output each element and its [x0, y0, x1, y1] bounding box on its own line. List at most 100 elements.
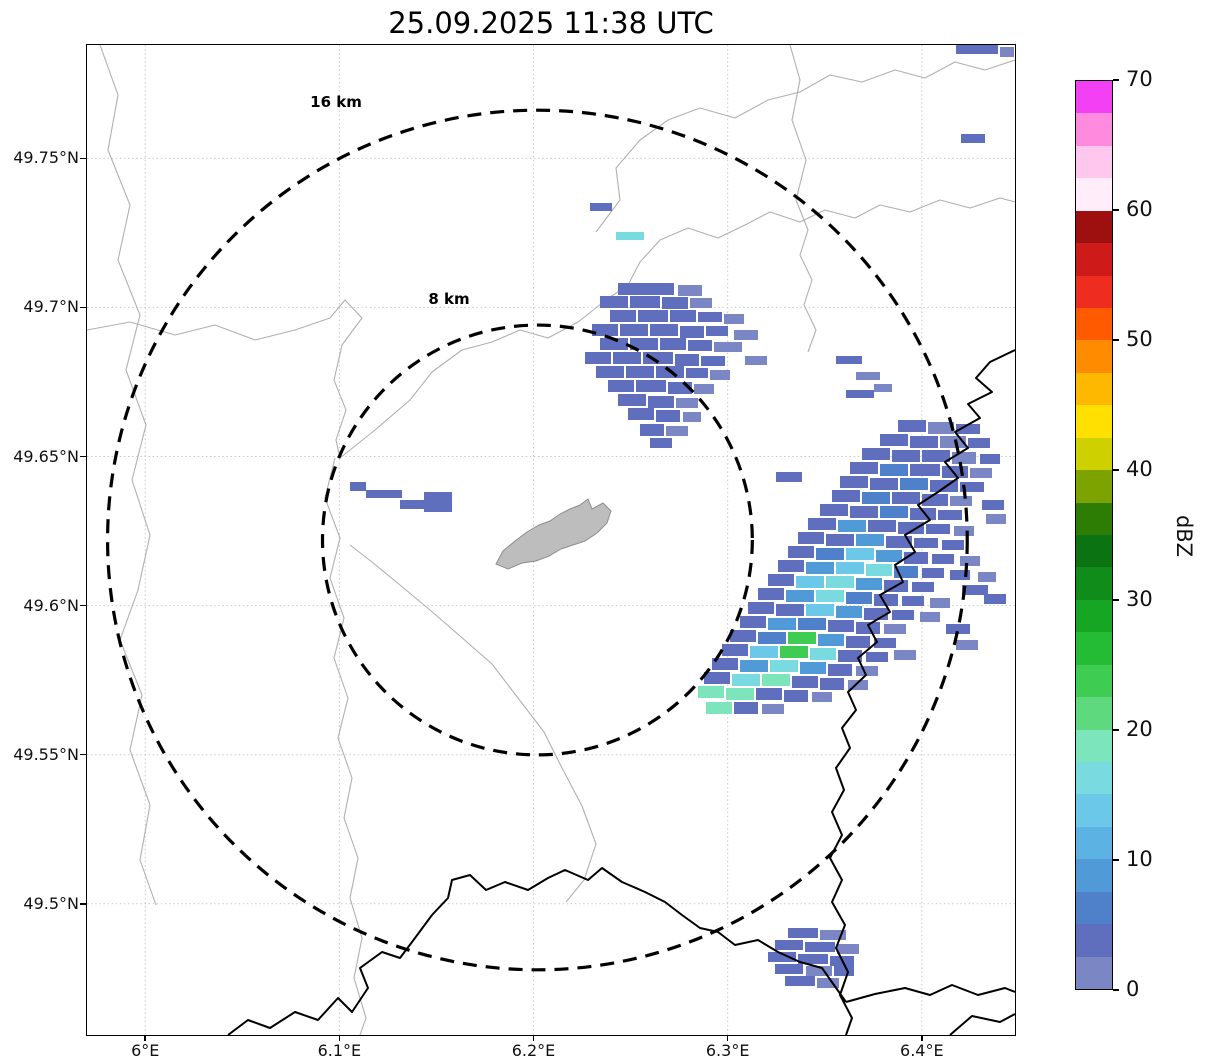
y-tick-mark: [80, 604, 86, 607]
radar-echo-cell: [880, 464, 908, 476]
y-tick-mark: [80, 306, 86, 309]
radar-echo-cell: [740, 616, 766, 628]
radar-echo-cell: [806, 604, 834, 616]
colorbar-tick-label: 0: [1126, 977, 1140, 1001]
radar-echo-cell: [846, 548, 874, 560]
radar-echo-cell: [688, 340, 712, 351]
radar-echo-cell: [788, 546, 814, 558]
colorbar-segment: [1076, 145, 1112, 179]
colorbar-tick-mark: [1113, 469, 1119, 471]
colorbar-tick-mark: [1113, 729, 1119, 731]
radar-echo-cell: [768, 574, 794, 586]
colorbar-segment: [1076, 761, 1112, 795]
radar-echo-cell: [678, 285, 702, 296]
x-tick-mark: [532, 1035, 535, 1041]
colorbar-segment: [1076, 696, 1112, 730]
radar-echo-cell: [714, 342, 742, 352]
radar-echo-cell: [792, 676, 818, 688]
radar-echo-cell: [734, 702, 758, 714]
x-tick-label: 6.4°E: [900, 1041, 944, 1060]
radar-echo-cell: [775, 964, 803, 974]
radar-echo-cell: [984, 594, 1006, 604]
radar-echo-cell: [914, 538, 938, 548]
radar-echo-cell: [900, 478, 928, 490]
radar-echo-cell: [745, 356, 767, 365]
radar-echo-cell: [768, 952, 796, 962]
colorbar-segment: [1076, 177, 1112, 211]
colorbar-segment: [1076, 307, 1112, 341]
colorbar-segment: [1076, 534, 1112, 568]
urban-area-shape: [495, 498, 612, 570]
radar-echo-cell: [846, 390, 874, 398]
radar-echo-cell: [698, 686, 724, 698]
radar-echo-cell: [675, 354, 699, 366]
country-border-line: [949, 1013, 1015, 1035]
radar-echo-cell: [400, 500, 426, 509]
colorbar-segment: [1076, 437, 1112, 471]
radar-echo-cell: [980, 454, 1000, 464]
colorbar-segment: [1076, 956, 1112, 989]
radar-echo-cell: [874, 384, 892, 392]
radar-echo-cell: [942, 466, 968, 478]
admin-boundary-line: [349, 544, 597, 903]
radar-echo-cell: [838, 520, 866, 532]
colorbar-segment: [1076, 372, 1112, 406]
radar-echo-cell: [920, 612, 940, 622]
radar-echo-cell: [618, 394, 646, 406]
radar-echo-cell: [982, 500, 1004, 510]
radar-echo-cell: [726, 688, 754, 700]
radar-echo-cell: [954, 526, 974, 536]
radar-echo-cell: [775, 940, 803, 950]
radar-echo-cell: [596, 366, 624, 378]
radar-echo-cell: [785, 976, 815, 986]
radar-echo-cell: [628, 408, 654, 420]
radar-echo-cell: [866, 652, 888, 662]
radar-echo-cell: [926, 524, 950, 534]
colorbar-segment: [1076, 631, 1112, 665]
radar-echo-cell: [970, 468, 992, 478]
radar-echo-cell: [630, 296, 660, 308]
radar-echo-cell: [730, 630, 756, 642]
radar-echo-cell: [862, 492, 890, 504]
radar-echo-cell: [610, 310, 636, 322]
radar-echo-cell: [820, 678, 844, 690]
radar-echo-cell: [712, 658, 738, 670]
radar-echo-cell: [912, 582, 934, 592]
x-tick-label: 6.3°E: [705, 1041, 750, 1060]
colorbar-tick-label: 50: [1126, 327, 1153, 351]
range-ring-8km: [320, 323, 754, 757]
y-tick-label: 49.65°N: [13, 446, 79, 466]
colorbar-segment: [1076, 80, 1112, 114]
radar-echo-cell: [968, 438, 990, 448]
radar-echo-cell: [788, 632, 816, 644]
radar-echo-cell: [834, 966, 854, 976]
radar-echo-cell: [910, 436, 938, 448]
radar-echo-cell: [798, 618, 826, 630]
radar-echo-cell: [892, 610, 914, 620]
radar-echo-cell: [592, 324, 618, 336]
radar-echo-cell: [616, 232, 644, 240]
radar-echo-cell: [816, 590, 844, 602]
radar-echo-cell: [818, 634, 844, 646]
colorbar-label: dBZ: [1172, 514, 1196, 558]
radar-echo-cell: [820, 504, 848, 516]
radar-echo-cell: [836, 356, 862, 364]
admin-boundary-line: [324, 457, 367, 1035]
radar-echo-cell: [856, 666, 878, 676]
x-tick-mark: [726, 1035, 729, 1041]
radar-echo-cell: [650, 438, 672, 448]
radar-echo-cell: [837, 944, 859, 954]
radar-echo-cell: [864, 608, 888, 620]
colorbar-segment: [1076, 404, 1112, 438]
radar-echo-cell: [768, 618, 796, 630]
colorbar-segment: [1076, 826, 1112, 860]
radar-echo-cell: [928, 422, 954, 434]
radar-echo-cell: [690, 298, 712, 308]
range-ring-label-16km: 16 km: [310, 93, 362, 111]
radar-echo-cell: [956, 640, 978, 650]
radar-echo-cell: [880, 506, 908, 518]
radar-echo-cell: [643, 352, 673, 364]
radar-echo-cell: [786, 590, 814, 602]
y-tick-mark: [80, 157, 86, 160]
radar-echo-cell: [910, 508, 936, 520]
